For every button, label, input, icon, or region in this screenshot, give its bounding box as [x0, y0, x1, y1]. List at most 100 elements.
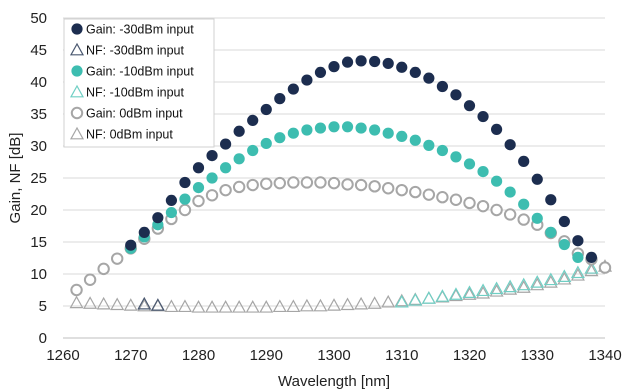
data-point: [274, 93, 286, 105]
data-point: [476, 199, 490, 213]
x-tick-label: 1260: [46, 347, 79, 364]
data-point: [436, 144, 448, 157]
data-point: [463, 100, 476, 112]
data-point: [272, 299, 287, 313]
legend-marker: [69, 84, 85, 98]
data-point: [423, 72, 435, 84]
data-point: [233, 125, 245, 137]
data-point: [341, 178, 354, 191]
data-point: [70, 283, 83, 297]
data-point: [450, 89, 462, 101]
data-point: [489, 281, 504, 295]
y-tick-label: 25: [30, 170, 47, 187]
legend-label: Gain: -30dBm input: [86, 23, 194, 37]
data-point: [152, 212, 164, 224]
data-point: [436, 80, 448, 93]
series-4: [394, 261, 599, 308]
series-layer: [69, 55, 613, 313]
legend: Gain: -30dBm input NF: -30dBm input Gain: …: [63, 18, 215, 148]
data-point: [450, 151, 462, 163]
data-point: [530, 275, 545, 288]
data-point: [219, 183, 232, 197]
data-point: [422, 188, 436, 201]
y-tick-label: 50: [30, 10, 47, 27]
data-point: [545, 226, 557, 238]
data-point: [299, 298, 314, 312]
legend-item: NF: -30dBm input: [69, 42, 184, 58]
data-point: [245, 300, 260, 313]
data-point: [286, 299, 301, 313]
data-point: [518, 198, 530, 210]
data-point: [476, 283, 491, 297]
legend-marker: [71, 65, 83, 77]
data-point: [192, 194, 205, 208]
data-point: [179, 193, 191, 205]
data-point: [300, 176, 314, 189]
data-point: [477, 166, 489, 178]
data-point: [557, 271, 572, 285]
data-point: [206, 150, 218, 162]
data-point: [123, 298, 138, 311]
legend-item: NF: 0dBm input: [69, 126, 173, 142]
data-point: [69, 295, 84, 309]
data-point: [247, 114, 259, 126]
data-point: [96, 296, 111, 310]
data-point: [273, 176, 286, 190]
x-tick-label: 1300: [317, 347, 350, 364]
data-point: [233, 153, 245, 165]
data-point: [247, 144, 259, 157]
y-tick-label: 30: [30, 138, 47, 155]
data-point: [518, 155, 530, 167]
data-point: [313, 298, 328, 312]
data-point: [394, 293, 409, 307]
legend-item: Gain: -30dBm input: [71, 23, 194, 37]
data-point: [491, 175, 503, 187]
data-point: [558, 215, 570, 228]
data-point: [111, 252, 124, 265]
data-point: [287, 83, 299, 95]
data-point: [205, 189, 219, 202]
y-axis-title: Gain, NF [dB]: [7, 133, 24, 224]
data-point: [558, 238, 570, 251]
data-point: [328, 61, 340, 73]
series-6: [69, 259, 613, 313]
series-5: [70, 176, 612, 297]
y-tick-label: 35: [30, 106, 47, 123]
x-tick-label: 1280: [182, 347, 215, 364]
data-point: [150, 298, 165, 312]
legend-label: Gain: -10dBm input: [86, 65, 194, 79]
legend-label: NF: -30dBm input: [86, 44, 184, 58]
data-point: [584, 263, 599, 277]
legend-item: Gain: -10dBm input: [71, 65, 194, 79]
data-point: [436, 191, 449, 204]
y-tick-label: 40: [30, 74, 47, 91]
data-point: [490, 203, 503, 217]
data-point: [232, 180, 246, 194]
legend-label: NF: -10dBm input: [86, 86, 184, 100]
data-point: [503, 282, 518, 295]
data-point: [165, 194, 177, 206]
legend-box: [63, 18, 215, 148]
data-point: [503, 208, 517, 221]
y-tick-label: 10: [30, 266, 47, 283]
data-point: [327, 176, 341, 190]
data-point: [179, 176, 191, 189]
x-tick-label: 1320: [453, 347, 486, 364]
data-point: [476, 285, 491, 299]
data-point: [394, 294, 409, 308]
series-2: [137, 296, 165, 311]
data-point: [369, 124, 381, 136]
x-tick-labels: 1260 1270 1280 1290 1300 1310 1320 1330 1340: [46, 347, 621, 364]
data-point: [448, 288, 463, 302]
data-point: [396, 130, 408, 142]
data-point: [409, 185, 422, 199]
data-point: [83, 273, 97, 286]
data-point: [409, 134, 421, 146]
data-point: [531, 173, 543, 185]
x-tick-label: 1310: [385, 347, 418, 364]
data-point: [287, 176, 300, 189]
x-tick-label: 1340: [588, 347, 621, 364]
data-point: [570, 265, 585, 279]
data-point: [463, 196, 476, 210]
